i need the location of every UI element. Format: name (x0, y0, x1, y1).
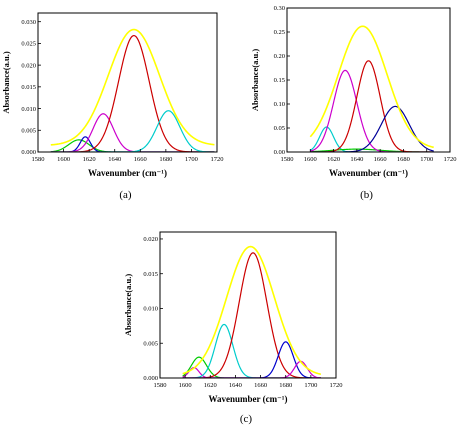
x-axis-title: Wavenumber (cm⁻¹) (329, 168, 408, 178)
component-curve-3 (50, 113, 215, 152)
component-curve-4 (310, 60, 434, 152)
panel-c-chart: 1580 1600 1620 1640 1660 1680 1700 1720 0.000 0.0… (123, 231, 343, 425)
y-tick-label: 0.25 (274, 29, 285, 36)
x-tick-label: 1580 (154, 382, 167, 389)
component-curve-5 (310, 105, 434, 152)
x-tick-label: 1620 (327, 156, 340, 163)
y-tick-label: 0.05 (274, 125, 285, 132)
x-tick-label: 1660 (134, 156, 147, 163)
plot-area (50, 28, 215, 152)
envelope-curve (50, 28, 215, 146)
x-tick-label: 1700 (420, 156, 433, 163)
x-axis-title: Wavenumber (cm⁻¹) (208, 394, 287, 404)
component-curve-5 (182, 341, 321, 378)
component-curve-1 (50, 139, 215, 152)
y-axis-title: Absorbance(a.u.) (250, 49, 260, 112)
panel-label: (c) (240, 413, 253, 425)
x-tick-label: 1680 (397, 156, 410, 163)
component-curve-3 (310, 69, 434, 152)
x-tick-label: 1720 (211, 156, 224, 163)
x-tick-label: 1720 (444, 156, 457, 163)
y-tick-label: 0.000 (143, 375, 158, 382)
axes-frame (159, 231, 337, 379)
x-tick-label: 1620 (204, 382, 217, 389)
envelope-curve (182, 245, 322, 376)
x-tick-label: 1620 (83, 156, 96, 163)
component-curve-4 (182, 252, 321, 378)
x-tick-label: 1700 (185, 156, 198, 163)
y-tick-label: 0.010 (143, 306, 158, 313)
y-tick-label: 0.025 (21, 41, 36, 48)
x-tick-label: 1700 (304, 382, 317, 389)
y-axis-title: Absorbance(a.u.) (1, 51, 11, 114)
y-axis-title: Absorbance(a.u.) (123, 274, 133, 337)
y-tick-label: 0.005 (143, 340, 158, 347)
y-tick-label: 0.010 (21, 106, 36, 113)
x-tick-label: 1660 (254, 382, 267, 389)
x-tick-label: 1580 (32, 156, 45, 163)
x-tick-label: 1640 (108, 156, 121, 163)
component-curve-5 (50, 110, 215, 152)
x-tick-label: 1580 (281, 156, 294, 163)
y-tick-label: 0.30 (274, 5, 285, 12)
y-tick-label: 0.20 (274, 53, 285, 60)
panel-label: (a) (119, 189, 132, 201)
y-tick-label: 0.015 (21, 84, 36, 91)
plot-area (309, 25, 434, 152)
y-tick-label: 0.15 (274, 77, 285, 84)
component-curve-1 (309, 126, 434, 152)
y-tick-label: 0.020 (143, 236, 158, 243)
y-tick-label: 0.00 (274, 149, 285, 156)
component-curve-2 (50, 136, 215, 152)
component-curve-1 (182, 356, 321, 378)
y-tick-label: 0.020 (21, 62, 36, 69)
x-tick-label: 1680 (159, 156, 172, 163)
panel-label: (b) (360, 189, 373, 201)
x-tick-label: 1640 (350, 156, 363, 163)
component-curve-3 (182, 323, 321, 378)
panel-b-chart: 1580 1600 1620 1640 1660 1680 1700 1720 0.00 0.05… (250, 5, 457, 201)
x-tick-label: 1660 (374, 156, 387, 163)
x-tick-label: 1720 (330, 382, 343, 389)
x-tick-label: 1600 (304, 156, 317, 163)
x-tick-label: 1600 (179, 382, 192, 389)
x-axis-title: Wavenumber (cm⁻¹) (88, 168, 167, 178)
y-tick-label: 0.030 (21, 19, 36, 26)
x-tick-label: 1680 (279, 382, 292, 389)
plot-area (182, 245, 322, 378)
axes-frame (37, 12, 218, 153)
y-tick-label: 0.000 (21, 149, 36, 156)
x-tick-label: 1640 (229, 382, 242, 389)
y-tick-label: 0.005 (21, 127, 36, 134)
panel-a-chart: 1580 1600 1620 1640 1660 1680 1700 1720 0.000 0.0… (1, 12, 224, 201)
component-curve-6 (182, 360, 321, 378)
y-tick-label: 0.015 (143, 271, 158, 278)
x-tick-label: 1600 (57, 156, 70, 163)
y-tick-label: 0.10 (274, 101, 285, 108)
envelope-curve (309, 25, 434, 149)
